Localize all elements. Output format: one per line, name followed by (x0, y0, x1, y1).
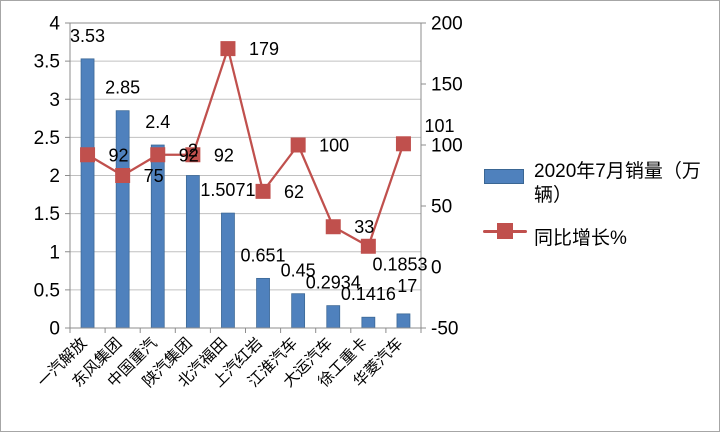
svg-text:0: 0 (49, 319, 60, 340)
svg-text:92: 92 (214, 145, 234, 165)
svg-text:75: 75 (144, 166, 164, 186)
svg-text:150: 150 (431, 75, 463, 96)
svg-text:100: 100 (319, 136, 349, 156)
svg-text:2.5: 2.5 (34, 128, 60, 149)
svg-text:2.85: 2.85 (105, 78, 140, 98)
svg-text:1: 1 (49, 242, 60, 263)
svg-text:3.5: 3.5 (34, 52, 60, 73)
svg-text:0.1853: 0.1853 (372, 255, 427, 275)
svg-text:4: 4 (49, 14, 60, 35)
svg-text:62: 62 (284, 182, 304, 202)
svg-text:2: 2 (49, 166, 60, 187)
svg-text:179: 179 (249, 39, 279, 59)
svg-text:0.5: 0.5 (34, 280, 60, 301)
svg-text:0.651: 0.651 (241, 245, 286, 265)
svg-text:1.5: 1.5 (34, 204, 60, 225)
svg-text:1.5071: 1.5071 (200, 180, 255, 200)
svg-text:3: 3 (49, 90, 60, 111)
svg-text:0: 0 (431, 258, 442, 279)
svg-text:3.53: 3.53 (70, 26, 105, 46)
svg-text:200: 200 (431, 14, 463, 35)
svg-text:2.4: 2.4 (145, 112, 170, 132)
svg-text:101: 101 (425, 116, 455, 136)
svg-text:50: 50 (431, 197, 452, 218)
svg-text:100: 100 (431, 136, 463, 157)
svg-text:92: 92 (179, 145, 199, 165)
svg-text:17: 17 (397, 276, 417, 296)
svg-text:92: 92 (109, 145, 129, 165)
svg-text:0.1416: 0.1416 (341, 284, 396, 304)
svg-text:33: 33 (354, 217, 374, 237)
svg-text:-50: -50 (431, 319, 458, 340)
